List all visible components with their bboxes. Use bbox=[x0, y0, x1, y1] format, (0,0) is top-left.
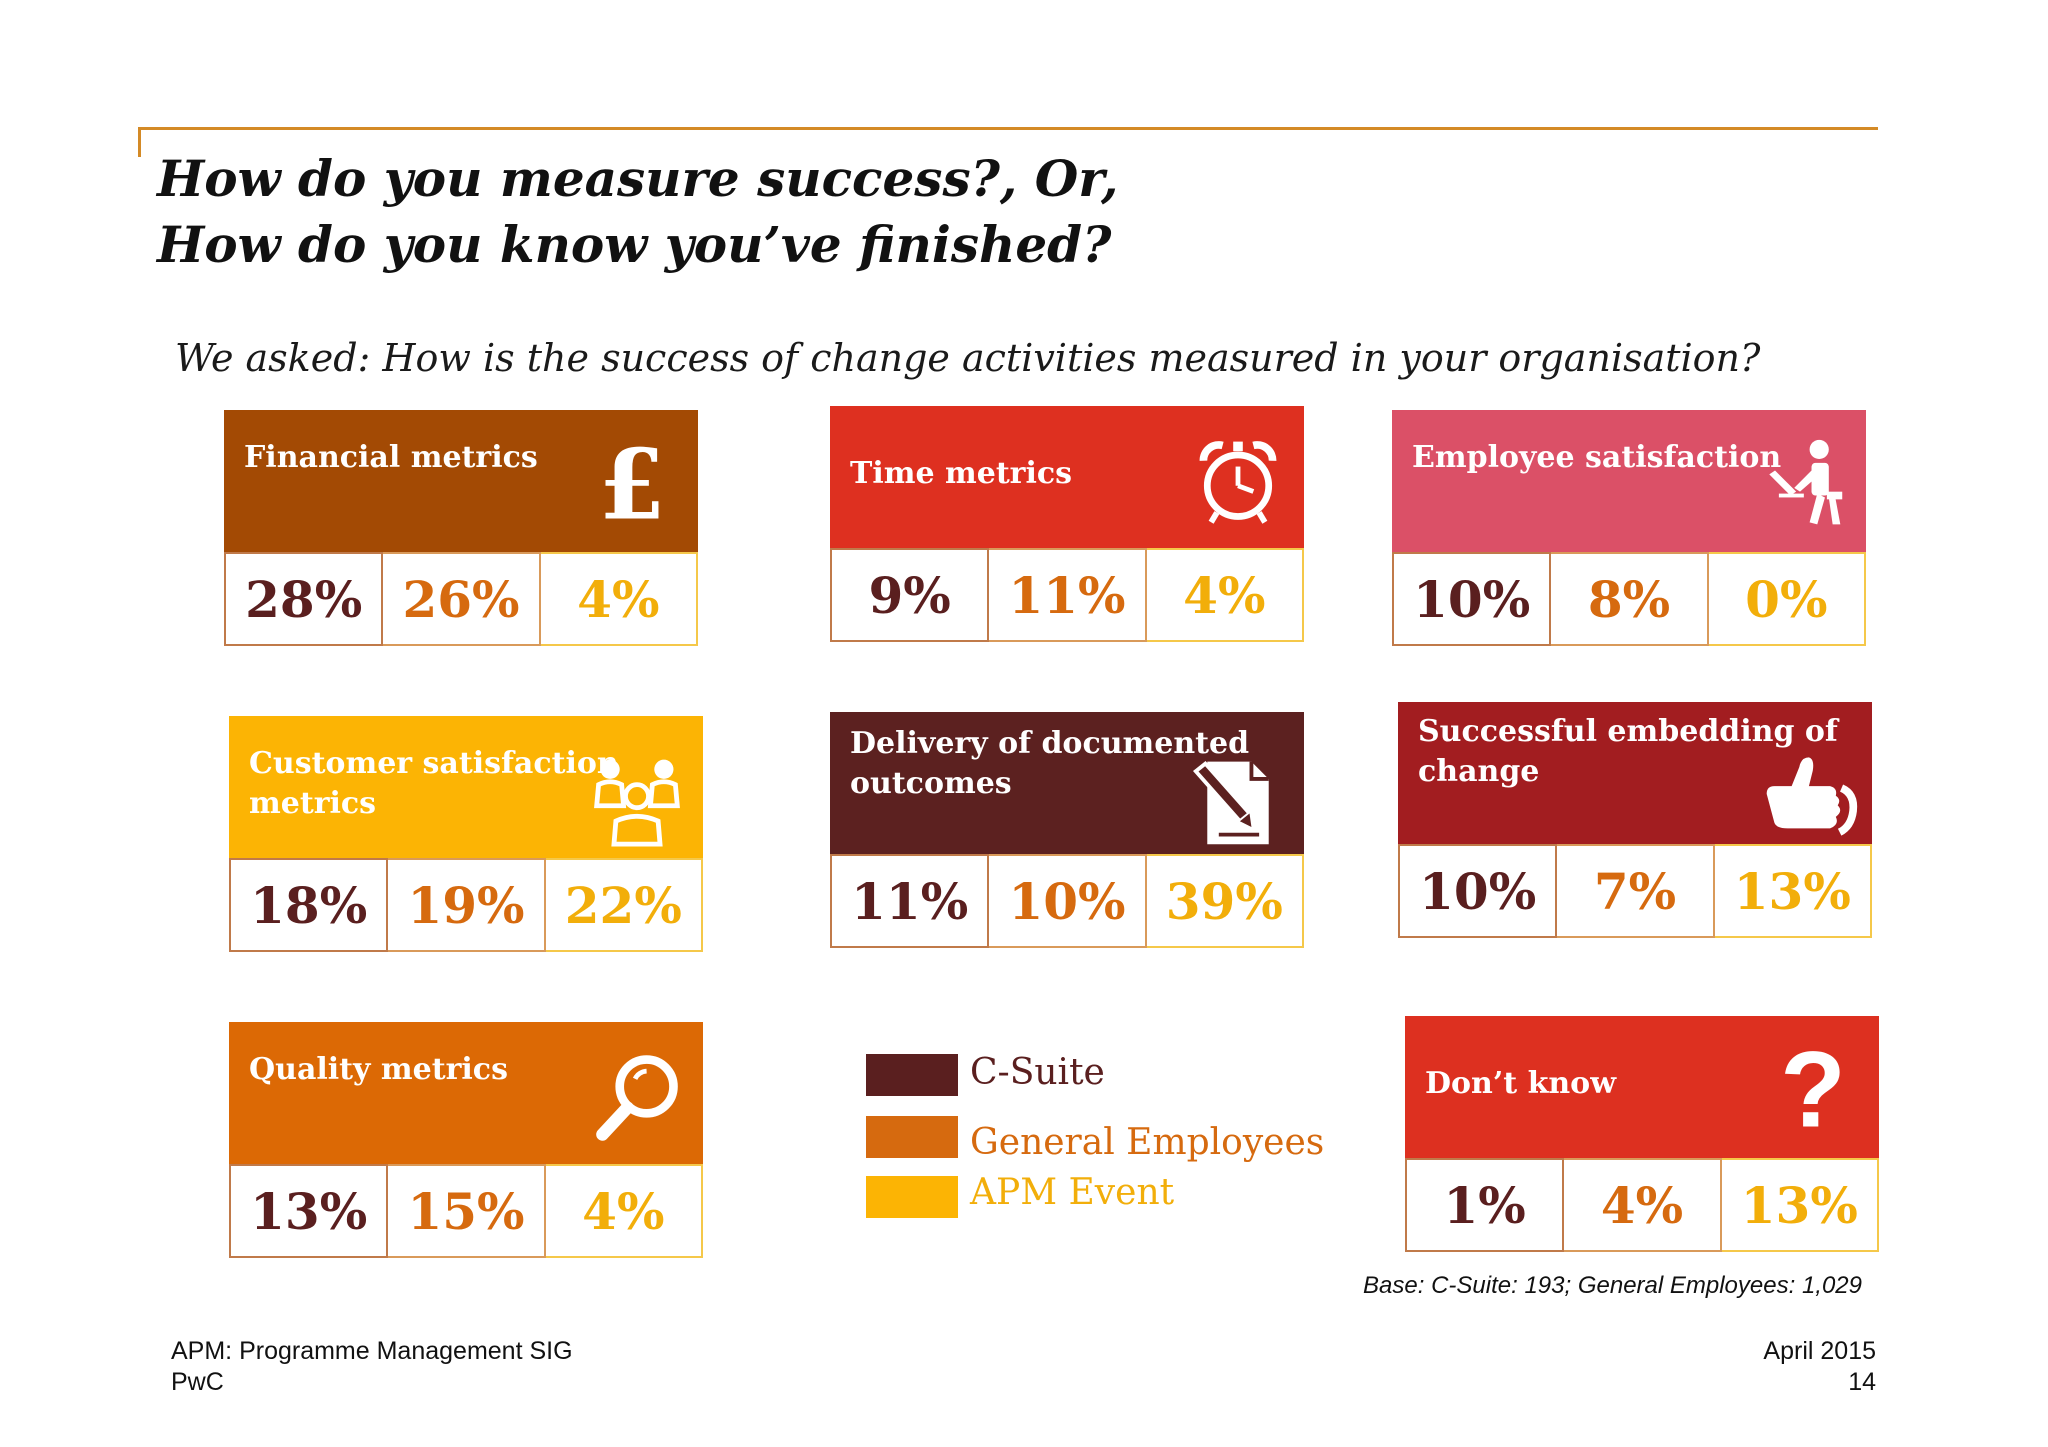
value-general-employees: 26% bbox=[383, 552, 541, 646]
thumbs-up-icon bbox=[1766, 757, 1858, 836]
alarm-clock-icon bbox=[1199, 441, 1277, 524]
value-general-employees: 11% bbox=[989, 548, 1147, 642]
value-general-employees: 8% bbox=[1551, 552, 1709, 646]
page-title: How do you measure success?, Or, How do … bbox=[157, 146, 1118, 278]
card-delivery-of-documented-outcomes: Delivery of documented outcomes 11% 10% … bbox=[830, 712, 1304, 950]
card-values: 11% 10% 39% bbox=[830, 854, 1304, 948]
value-c-suite: 18% bbox=[229, 858, 389, 952]
document-pen-icon bbox=[1192, 760, 1269, 845]
value-apm-event: 4% bbox=[540, 552, 698, 646]
question-mark-icon: ? bbox=[1780, 1038, 1846, 1134]
value-apm-event: 22% bbox=[545, 858, 703, 952]
card-quality-metrics: Quality metrics 13% 15% 4% bbox=[229, 1022, 703, 1260]
legend-swatch bbox=[866, 1116, 958, 1158]
card-values: 10% 8% 0% bbox=[1392, 552, 1866, 646]
value-c-suite: 10% bbox=[1398, 844, 1558, 938]
top-rule-tick bbox=[138, 127, 141, 157]
card-label: Financial metrics bbox=[244, 440, 538, 475]
value-c-suite: 11% bbox=[830, 854, 990, 948]
card-values: 10% 7% 13% bbox=[1398, 844, 1872, 938]
legend-swatch bbox=[866, 1176, 958, 1218]
svg-text:£: £ bbox=[599, 436, 666, 532]
person-at-desk-icon bbox=[1769, 439, 1843, 525]
card-values: 1% 4% 13% bbox=[1405, 1158, 1879, 1252]
legend-label: APM Event bbox=[970, 1172, 1175, 1213]
survey-question: We asked: How is the success of change a… bbox=[175, 336, 1761, 380]
svg-text:?: ? bbox=[1780, 1038, 1846, 1134]
card-label: Quality metrics bbox=[249, 1052, 508, 1087]
value-general-employees: 15% bbox=[388, 1164, 546, 1258]
card-customer-satisfaction-metrics: Customer satisfaction metrics 18% 19% 22… bbox=[229, 716, 703, 954]
card-values: 9% 11% 4% bbox=[830, 548, 1304, 642]
card-label: Employee satisfaction bbox=[1412, 440, 1782, 475]
value-c-suite: 10% bbox=[1392, 552, 1552, 646]
card-header: Customer satisfaction metrics bbox=[229, 716, 703, 858]
title-line-2: How do you know you’ve finished? bbox=[157, 215, 1112, 274]
card-label: Successful embedding of change bbox=[1418, 714, 1838, 789]
card-time-metrics: Time metrics 9% 11% 4% bbox=[830, 406, 1304, 644]
footer-left: APM: Programme Management SIG PwC bbox=[171, 1336, 573, 1398]
magnifier-icon bbox=[596, 1055, 678, 1141]
card-values: 18% 19% 22% bbox=[229, 858, 703, 952]
base-note: Base: C-Suite: 193; General Employees: 1… bbox=[1363, 1272, 1862, 1299]
card-header: Time metrics bbox=[830, 406, 1304, 548]
card-successful-embedding-of-change: Successful embedding of change 10% 7% 13… bbox=[1398, 702, 1872, 940]
card-header: Financial metrics £ bbox=[224, 410, 698, 552]
value-general-employees: 7% bbox=[1557, 844, 1715, 938]
legend-label: General Employees bbox=[970, 1122, 1325, 1163]
card-header: Quality metrics bbox=[229, 1022, 703, 1164]
footer-org: APM: Programme Management SIG bbox=[171, 1337, 573, 1365]
card-header: Delivery of documented outcomes bbox=[830, 712, 1304, 854]
card-label: Don’t know bbox=[1425, 1066, 1617, 1101]
footer-company: PwC bbox=[171, 1368, 224, 1396]
card-label: Time metrics bbox=[850, 456, 1073, 491]
pound-sign-icon: £ bbox=[599, 436, 666, 532]
card-financial-metrics: Financial metrics £ 28% 26% 4% bbox=[224, 410, 698, 648]
card-employee-satisfaction: Employee satisfaction 10% 8% 0% bbox=[1392, 410, 1866, 648]
card-label: Customer satisfaction metrics bbox=[249, 746, 619, 821]
value-general-employees: 19% bbox=[388, 858, 546, 952]
legend-swatch bbox=[866, 1054, 958, 1096]
people-group-icon bbox=[594, 759, 680, 847]
value-c-suite: 28% bbox=[224, 552, 384, 646]
value-apm-event: 4% bbox=[1146, 548, 1304, 642]
value-apm-event: 13% bbox=[1721, 1158, 1879, 1252]
value-c-suite: 9% bbox=[830, 548, 990, 642]
value-c-suite: 1% bbox=[1405, 1158, 1565, 1252]
value-general-employees: 4% bbox=[1564, 1158, 1722, 1252]
value-general-employees: 10% bbox=[989, 854, 1147, 948]
footer-right: April 2015 14 bbox=[1763, 1336, 1876, 1398]
value-apm-event: 13% bbox=[1714, 844, 1872, 938]
title-line-1: How do you measure success?, Or, bbox=[157, 149, 1119, 208]
page-number: 14 bbox=[1848, 1368, 1876, 1396]
value-apm-event: 4% bbox=[545, 1164, 703, 1258]
footer-date: April 2015 bbox=[1763, 1337, 1876, 1365]
value-c-suite: 13% bbox=[229, 1164, 389, 1258]
value-apm-event: 39% bbox=[1146, 854, 1304, 948]
card-header: Employee satisfaction bbox=[1392, 410, 1866, 552]
card-label: Delivery of documented outcomes bbox=[850, 726, 1250, 801]
value-apm-event: 0% bbox=[1708, 552, 1866, 646]
card-dont-know: Don’t know ? 1% 4% 13% bbox=[1405, 1016, 1879, 1254]
top-rule bbox=[138, 127, 1878, 130]
card-values: 13% 15% 4% bbox=[229, 1164, 703, 1258]
card-header: Don’t know ? bbox=[1405, 1016, 1879, 1158]
card-header: Successful embedding of change bbox=[1398, 702, 1872, 844]
legend-label: C-Suite bbox=[970, 1052, 1105, 1093]
card-values: 28% 26% 4% bbox=[224, 552, 698, 646]
